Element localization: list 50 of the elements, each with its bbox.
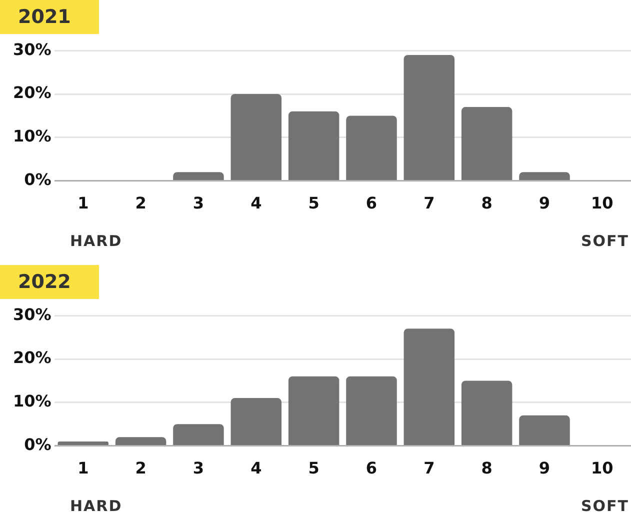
bar [230,94,282,180]
y-tick-label: 10% [13,392,52,411]
text: SOFT [580,497,629,515]
x-tick-label: 7 [424,194,435,213]
y-tick-label: 30% [13,304,52,324]
x-tick-label: 2 [135,458,146,478]
chart-title: 2021 [0,0,99,34]
x-tick-label: 4 [250,194,262,213]
x-tick-label: 8 [481,194,492,213]
x-tick-label: 5 [308,458,320,478]
x-tick-label: 10 [591,194,614,213]
x-tick-label: 1 [78,458,89,478]
x-tick-label: 6 [366,194,378,213]
bar [404,328,455,446]
chart-title: 2022 [0,265,99,299]
y-tick-label: 30% [13,40,52,59]
x-tick-label: 10 [591,458,614,478]
bar [346,376,397,446]
x-tick-label: 8 [481,458,492,478]
x-tick-label: 2 [135,194,146,213]
x-tick-label: 1 [78,194,89,213]
bar [404,54,455,180]
y-tick-label: 10% [13,126,52,146]
bar [288,376,340,446]
bar [288,111,340,180]
y-tick-label: 0% [24,434,52,454]
x-tick-label: 5 [308,194,320,213]
bar [461,380,512,446]
text: HARD [70,232,122,250]
bar [519,172,570,180]
bar [461,107,512,180]
text: SOFT [580,232,629,250]
x-tick-label: 3 [192,458,204,478]
y-tick-label: 0% [24,170,52,189]
x-tick-label: 3 [192,194,204,213]
bar [346,116,397,180]
y-tick-label: 20% [13,348,52,368]
bar [173,424,224,446]
x-tick-label: 9 [538,458,550,478]
text: HARD [70,497,122,515]
bar [173,172,224,180]
y-tick-label: 20% [13,83,52,102]
x-tick-label: 6 [366,458,378,478]
bar [58,441,109,446]
x-tick-label: 7 [424,458,435,478]
x-tick-label: 4 [250,458,262,478]
x-tick-label: 9 [538,194,550,213]
bar [115,437,166,446]
bar [230,398,282,446]
bar [519,415,570,446]
